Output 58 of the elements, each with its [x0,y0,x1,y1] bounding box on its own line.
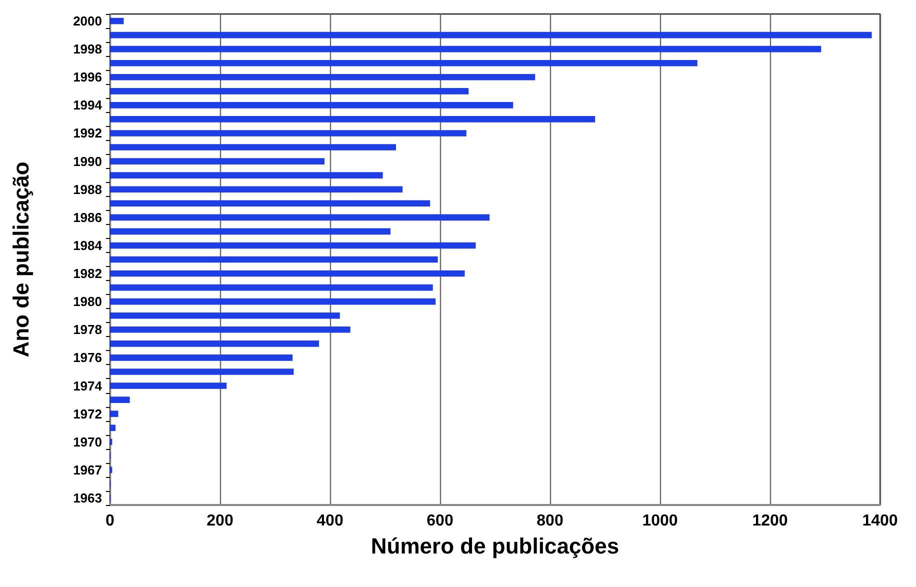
y-tick-label: 2000 [73,14,102,29]
y-axis-title: Ano de publicação [8,162,34,358]
y-tick-label: 1990 [73,154,102,169]
x-tick-label: 1000 [642,512,678,530]
bar [110,102,514,108]
bar [110,116,596,122]
x-tick-label: 1400 [862,512,898,530]
x-tick-label: 600 [426,512,454,530]
bar [110,368,294,375]
bar [110,410,118,417]
bar [110,242,476,249]
bar [110,256,438,263]
y-tick-label: 1972 [73,406,102,422]
bar [110,158,324,164]
y-tick-label: 1994 [73,98,103,113]
x-tick-label: 0 [106,512,115,530]
y-tick-label: 1984 [73,238,103,253]
bar [110,340,319,347]
y-tick-label: 1978 [73,322,102,338]
y-tick-label: 1976 [73,350,102,366]
bar [110,298,436,305]
bar [110,326,350,333]
y-tick-label: 1963 [73,490,102,506]
bar [110,396,130,403]
y-tick-label: 1988 [73,182,102,197]
bar [110,354,293,361]
y-tick-label: 1974 [73,378,103,394]
y-tick-label: 1982 [73,266,102,282]
bar [110,186,403,193]
bar [110,284,433,291]
bar [110,18,124,24]
y-tick-label: 1986 [73,210,102,225]
bar [110,270,465,277]
y-tick-label: 1970 [73,434,102,450]
bar [110,60,698,66]
bar [110,144,396,150]
bar [110,214,490,221]
bar [110,130,466,136]
x-tick-label: 800 [536,512,564,530]
bar [110,88,469,94]
y-tick-label: 1998 [73,42,102,57]
bar [110,32,872,38]
y-tick-label: 1996 [73,70,102,85]
x-tick-label: 200 [206,512,234,530]
bar [110,228,390,235]
bar [110,46,822,52]
bar [110,200,430,207]
bar [110,172,383,178]
y-tick-label: 1967 [73,462,102,478]
bar [110,424,116,431]
y-tick-label: 1980 [73,294,102,310]
x-axis-title: Número de publicações [370,534,620,558]
y-tick-label: 1992 [73,126,102,141]
bar [110,382,227,389]
x-tick-label: 1200 [752,512,788,530]
bar [110,74,536,80]
bar [110,312,340,319]
x-tick-label: 400 [316,512,344,530]
